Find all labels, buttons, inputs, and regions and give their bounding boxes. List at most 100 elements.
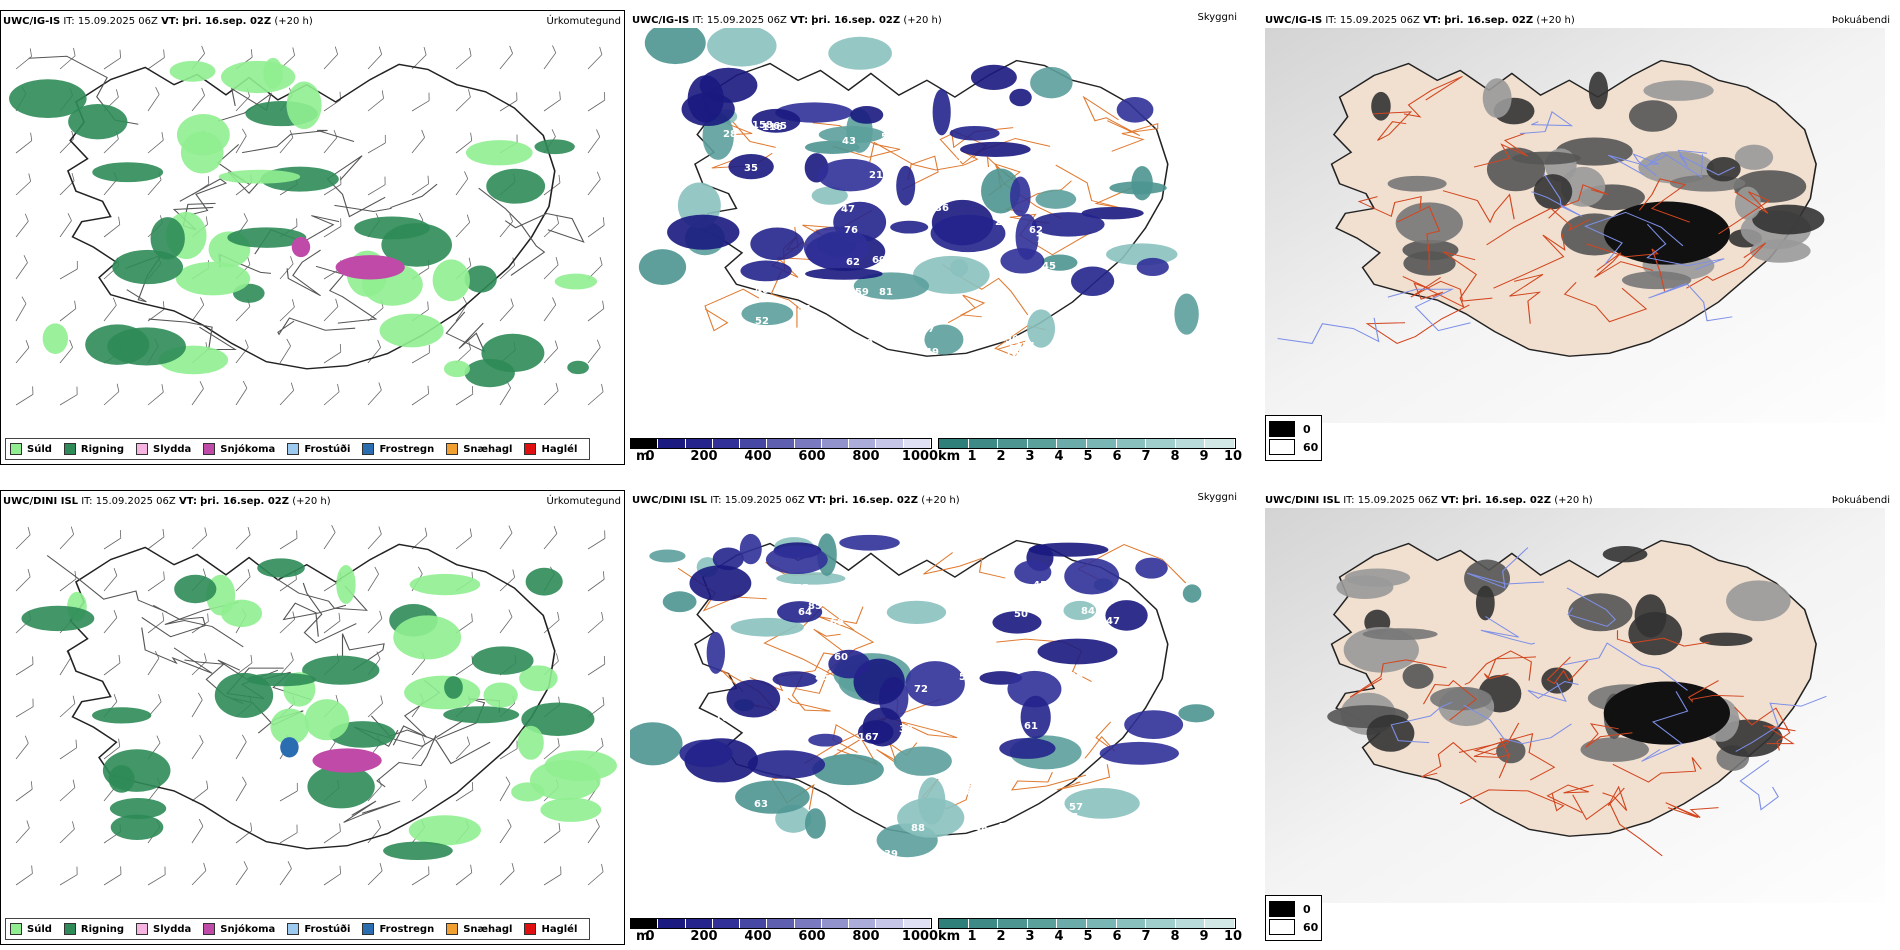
panel-header: UWC/DINI ISL IT: 15.09.2025 06Z VT: þri.… (632, 495, 960, 506)
cloudbase-value-label: 37 (1064, 812, 1078, 823)
colorbar-segment (1146, 919, 1176, 928)
cloudbase-value-label: 54 (1009, 344, 1023, 355)
cloudbase-value-label: 55 (780, 880, 794, 891)
legend-label: Slydda (153, 923, 192, 935)
colorbar-segment (968, 439, 999, 448)
colorbar-segment (712, 439, 741, 448)
colorbar-tick: 0 (645, 449, 655, 464)
cloudbase-visibility-panel: UWC/IG-IS IT: 15.09.2025 06Z VT: þri. 16… (630, 10, 1242, 465)
colorbar-segment (1205, 439, 1235, 448)
cloudbase-value-label: 47 (949, 155, 963, 166)
model-name: UWC/IG-IS (632, 15, 690, 26)
legend-label: Rigning (80, 923, 125, 935)
it-value: 15.09.2025 06Z (724, 495, 805, 506)
fog-legend: 0 60 (1265, 895, 1323, 941)
cloudbase-value-label: 39 (917, 363, 931, 374)
colorbar-tick: 600 (798, 449, 826, 464)
cloudbase-value-label: 102 (715, 713, 736, 724)
colorbar-segment (1146, 439, 1176, 448)
colorbar-tick: 400 (744, 449, 772, 464)
lead-time: (+20 h) (1554, 495, 1593, 506)
cloudbase-value-label: 52 (755, 316, 769, 327)
legend-label: Snæhagl (463, 923, 513, 935)
colorbar-unit: km (938, 929, 961, 944)
colorbar-segment (849, 919, 877, 928)
legend-label: Slydda (153, 443, 192, 455)
it-label: IT: (63, 16, 75, 27)
colorbar-tick: 2 (996, 449, 1006, 464)
legend-item: Haglél (524, 443, 577, 455)
cloudbase-value-label: 98 (1014, 858, 1028, 869)
legend-item: Slydda (136, 443, 191, 455)
colorbar-tick: 7 (1141, 929, 1151, 944)
colorbar-segment (794, 919, 822, 928)
precip-legend: Súld Rigning Slydda Snjókoma Frostúði Frostre… (5, 438, 591, 460)
it-label: IT: (1343, 495, 1355, 506)
panel-header: UWC/IG-IS IT: 15.09.2025 06Z VT: þri. 16… (1265, 15, 1575, 26)
panel-title: Þokuábendi (1831, 495, 1890, 506)
colorbar-tick: 400 (744, 929, 772, 944)
precip-type-panel: UWC/DINI ISL IT: 15.09.2025 06Z VT: þri.… (0, 490, 625, 945)
cloudbase-value-label: 100 (949, 364, 970, 375)
vt-value: þri. 16.sep. 02Z (811, 15, 901, 26)
colorbar-segment (998, 439, 1028, 448)
cloudbase-value-label: 44 (797, 304, 811, 315)
colorbar-tick: 800 (852, 449, 880, 464)
panel-header: UWC/IG-IS IT: 15.09.2025 06Z VT: þri. 16… (632, 15, 942, 26)
colorbar-segment (821, 919, 850, 928)
cloudbase-value-label: 56 (1020, 124, 1034, 135)
legend-swatch (63, 443, 76, 455)
it-value: 15.09.2025 06Z (1357, 495, 1438, 506)
legend-swatch (446, 443, 459, 455)
colorbar-tick: 2 (996, 929, 1006, 944)
colorbar-tick: 8 (1170, 929, 1180, 944)
cloudbase-value-label: 75 (822, 355, 836, 366)
legend-item: Rigning (63, 923, 125, 935)
legend-item: Slydda (136, 923, 191, 935)
it-label: IT: (81, 496, 93, 507)
cloudbase-value-label: 35 (744, 163, 758, 174)
cloudbase-value-label: 104 (1005, 349, 1026, 360)
fog-legend: 0 60 (1265, 415, 1323, 461)
colorbar-segment (658, 439, 686, 448)
colorbar-tick: 6 (1112, 449, 1122, 464)
cloudbase-value-label: 40 (987, 881, 1001, 892)
cloudbase-value-label: 60 (834, 652, 848, 663)
cloudbase-value-label: 52 (1114, 703, 1128, 714)
cloudbase-value-label: 33 (762, 326, 776, 337)
cloudbase-value-label: 39 (884, 849, 898, 860)
cloudbase-value-label: 116 (762, 122, 783, 133)
cloudbase-colorbar: m 0 200 400 600 800 1000 (630, 918, 938, 944)
colorbar-segment (876, 439, 904, 448)
vt-label: VT: (807, 495, 826, 506)
colorbar-tick: 7 (1141, 449, 1151, 464)
cloudbase-value-label: 158 (752, 120, 773, 131)
cloudbase-value-label: 614 (967, 782, 988, 793)
it-value: 15.09.2025 06Z (706, 15, 787, 26)
colorbar-segment (968, 919, 999, 928)
cloudbase-value-label: 54 (944, 640, 958, 651)
model-name: UWC/IG-IS (3, 16, 61, 27)
cloudbase-value-label: 122 (768, 831, 789, 842)
vt-label: VT: (178, 496, 197, 507)
cloudbase-value-label: 50 (1014, 609, 1028, 620)
precip-legend: Súld Rigning Slydda Snjókoma Frostúði Frostre… (5, 918, 591, 940)
cloudbase-value-label: 69 (872, 255, 886, 266)
colorbar-tick: 3 (1025, 449, 1035, 464)
cloudbase-value-label: 63 (754, 799, 768, 810)
cloudbase-value-label: 35 (789, 716, 803, 727)
vt-label: VT: (161, 16, 180, 27)
legend-label: Súld (27, 443, 52, 455)
legend-item: Frostúði (287, 443, 350, 455)
legend-swatch (524, 443, 537, 455)
cloudbase-value-label: 85 (808, 601, 822, 612)
colorbar-tick: 0 (645, 929, 655, 944)
cloudbase-value-label: 55 (754, 189, 768, 200)
colorbar-segment (821, 439, 850, 448)
cloudbase-value-label: 84 (1081, 606, 1095, 617)
it-value: 15.09.2025 06Z (1339, 15, 1420, 26)
it-value: 15.09.2025 06Z (95, 496, 176, 507)
cloudbase-value-label: 47 (841, 204, 855, 215)
cloudbase-value-label: 83 (749, 207, 763, 218)
cloudbase-value-label: 101 (903, 887, 924, 898)
